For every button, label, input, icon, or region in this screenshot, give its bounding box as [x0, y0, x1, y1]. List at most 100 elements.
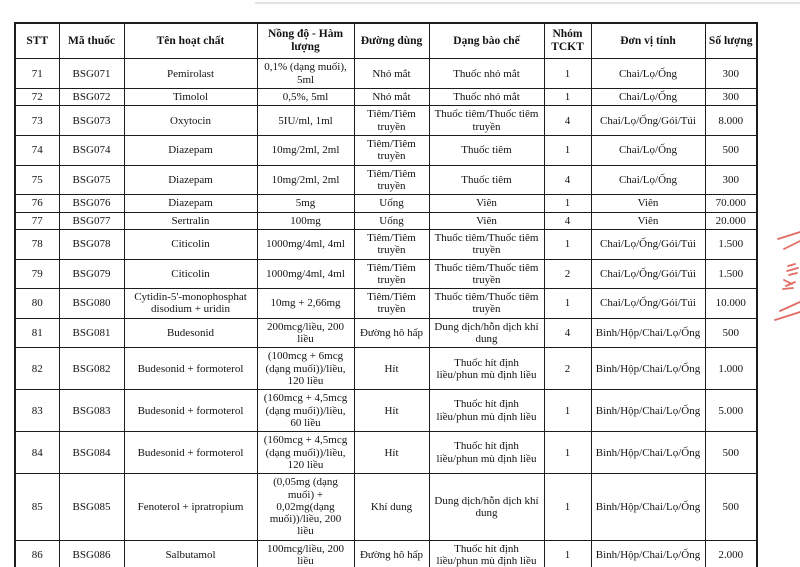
header-cell: Số lượng	[704, 22, 758, 60]
table-cell: Hít	[353, 347, 430, 391]
header-cell: Nồng độ - Hàm lượng	[256, 22, 355, 60]
table-row: 84 BSG084 Budesonid + formoterol (160mcg + …	[14, 431, 758, 475]
table-cell: 0,1% (dạng muối), 5ml	[256, 58, 355, 90]
table-cell: Bình/Hộp/Chai/Lọ/Ống	[590, 347, 706, 391]
table-cell: Bình/Hộp/Chai/Lọ/Ống	[590, 389, 706, 433]
table-cell: 1	[543, 88, 592, 107]
table-cell: 4	[543, 211, 592, 230]
table-cell: 86	[14, 539, 60, 567]
table-cell: 70.000	[704, 194, 758, 213]
table-cell: Chai/Lọ/Ống/Gói/Túi	[590, 228, 706, 260]
table-cell: 1	[543, 135, 592, 166]
table-cell: Tiêm/Tiêm truyền	[353, 288, 430, 319]
table-row: 81 BSG081 Budesonid 200mcg/liều, 200 liều Đư…	[14, 317, 758, 349]
table-cell: Uống	[353, 194, 430, 213]
table-cell: Chai/Lọ/Ống/Gói/Túi	[590, 105, 706, 136]
table-cell: 0,5%, 5ml	[256, 88, 355, 107]
table-cell: Oxytocin	[123, 105, 258, 136]
table-row: 72 BSG072 Timolol 0,5%, 5ml Nhỏ mắt Thuốc nhỏ…	[14, 88, 758, 107]
table-row: 82 BSG082 Budesonid + formoterol (100mcg + …	[14, 347, 758, 391]
table-header-row: STT Mã thuốc Tên hoạt chất Nồng độ - Hàm lư…	[14, 22, 758, 60]
table-cell: Uống	[353, 211, 430, 230]
table-cell: Tiêm/Tiêm truyền	[353, 164, 430, 196]
table-cell: (160mcg + 4,5mcg (dạng muối))/liều, 120 …	[256, 431, 355, 475]
table-cell: Thuốc tiêm/Thuốc tiêm truyền	[428, 258, 545, 290]
table-cell: Đường hô hấp	[353, 539, 430, 567]
table-cell: 500	[704, 317, 758, 349]
table-cell: 81	[14, 317, 60, 349]
table-cell: 75	[14, 164, 60, 196]
table-cell: BSG075	[58, 164, 125, 196]
table-cell: BSG083	[58, 389, 125, 433]
table-cell: Diazepam	[123, 164, 258, 196]
table-cell: Dung dịch/hỗn dịch khí dung	[428, 473, 545, 541]
scan-artifact-streak	[255, 2, 800, 4]
table-cell: 83	[14, 389, 60, 433]
table-cell: 76	[14, 194, 60, 213]
table-cell: 300	[704, 164, 758, 196]
table-cell: (100mcg + 6mcg (dạng muối))/liều, 120 li…	[256, 347, 355, 391]
table-cell: 79	[14, 258, 60, 290]
table-cell: Thuốc hít định liều/phun mù định liều	[428, 389, 545, 433]
table-row: 71 BSG071 Pemirolast 0,1% (dạng muối), 5ml N…	[14, 58, 758, 90]
table-cell: 85	[14, 473, 60, 541]
table-cell: 82	[14, 347, 60, 391]
table-cell: BSG071	[58, 58, 125, 90]
table-cell: Budesonid + formoterol	[123, 347, 258, 391]
table-cell: 20.000	[704, 211, 758, 230]
table-cell: Nhỏ mắt	[353, 88, 430, 107]
table-cell: Sertralin	[123, 211, 258, 230]
table-cell: 1	[543, 473, 592, 541]
table-row: 77 BSG077 Sertralin 100mg Uống Viên 4 Viên 20.00…	[14, 211, 758, 230]
table-cell: Budesonid + formoterol	[123, 389, 258, 433]
table-cell: 1000mg/4ml, 4ml	[256, 228, 355, 260]
header-cell: STT	[14, 22, 60, 60]
table-cell: Diazepam	[123, 194, 258, 213]
table-cell: 200mcg/liều, 200 liều	[256, 317, 355, 349]
table-cell: BSG077	[58, 211, 125, 230]
table-cell: 10mg + 2,66mg	[256, 288, 355, 319]
table-cell: Đường hô hấp	[353, 317, 430, 349]
table-cell: Thuốc nhỏ mắt	[428, 58, 545, 90]
header-cell: Đường dùng	[353, 22, 430, 60]
table-cell: 5.000	[704, 389, 758, 433]
table-cell: 1	[543, 228, 592, 260]
table-row: 74 BSG074 Diazepam 10mg/2ml, 2ml Tiêm/Tiêm t…	[14, 135, 758, 166]
table-cell: BSG079	[58, 258, 125, 290]
table-cell: 1	[543, 389, 592, 433]
table-cell: 500	[704, 135, 758, 166]
table-cell: Tiêm/Tiêm truyền	[353, 135, 430, 166]
table-cell: BSG072	[58, 88, 125, 107]
table-cell: 1	[543, 194, 592, 213]
table-cell: 4	[543, 105, 592, 136]
header-cell: Đơn vị tính	[590, 22, 706, 60]
table-cell: Thuốc hít định liều/phun mù định liều	[428, 431, 545, 475]
table-cell: Viên	[428, 194, 545, 213]
table-cell: Pemirolast	[123, 58, 258, 90]
table-cell: Chai/Lọ/Ống	[590, 164, 706, 196]
table-cell: 1	[543, 58, 592, 90]
table-cell: Chai/Lọ/Ống	[590, 88, 706, 107]
table-row: 80 BSG080 Cytidin-5'-monophosphat disodium…	[14, 288, 758, 319]
table-cell: BSG073	[58, 105, 125, 136]
table-cell: Khí dung	[353, 473, 430, 541]
table-cell: Hít	[353, 431, 430, 475]
table-row: 78 BSG078 Citicolin 1000mg/4ml, 4ml Tiêm/Tiê…	[14, 228, 758, 260]
table-cell: Dung dịch/hỗn dịch khí dung	[428, 317, 545, 349]
table-cell: Bình/Hộp/Chai/Lọ/Ống	[590, 473, 706, 541]
table-cell: (0,05mg (dạng muối) + 0,02mg(dạng muối))…	[256, 473, 355, 541]
table-row: 76 BSG076 Diazepam 5mg Uống Viên 1 Viên 70.000	[14, 194, 758, 213]
table-cell: 77	[14, 211, 60, 230]
table-cell: Thuốc tiêm/Thuốc tiêm truyền	[428, 288, 545, 319]
table-cell: Cytidin-5'-monophosphat disodium + uridi…	[123, 288, 258, 319]
table-cell: 10mg/2ml, 2ml	[256, 135, 355, 166]
table-cell: Budesonid	[123, 317, 258, 349]
table-cell: (160mcg + 4,5mcg (dạng muối))/liều, 60 l…	[256, 389, 355, 433]
table-cell: Chai/Lọ/Ống/Gói/Túi	[590, 288, 706, 319]
table-cell: BSG074	[58, 135, 125, 166]
table-cell: 1	[543, 539, 592, 567]
table-row: 73 BSG073 Oxytocin 5IU/ml, 1ml Tiêm/Tiêm tru…	[14, 105, 758, 136]
table-cell: Viên	[590, 211, 706, 230]
header-cell: Mã thuốc	[58, 22, 125, 60]
